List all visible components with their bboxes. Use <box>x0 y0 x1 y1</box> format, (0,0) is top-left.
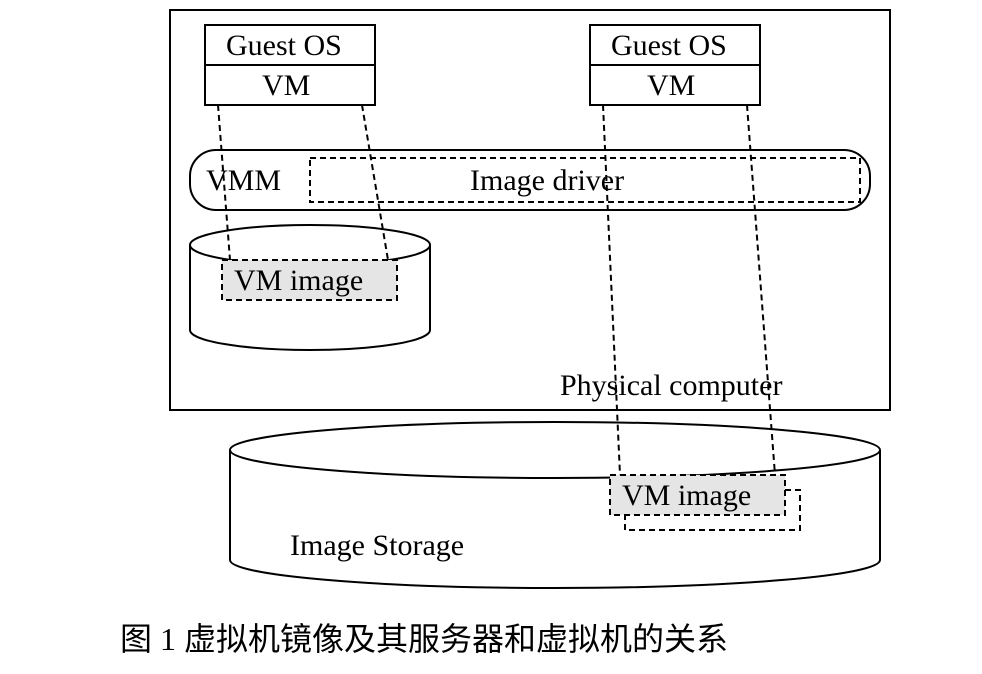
connector-right-a <box>603 105 620 475</box>
storage-vm-image-label: VM image <box>622 479 751 512</box>
local-vm-image-label: VM image <box>234 264 363 297</box>
guest-os-left-label: Guest OS <box>226 29 342 62</box>
figure-caption: 图 1 虚拟机镜像及其服务器和虚拟机的关系 <box>120 621 728 657</box>
physical-computer-label: Physical computer <box>560 369 782 402</box>
vm-right-label: VM <box>647 69 695 102</box>
diagram-svg: Physical computer Guest OS VM Guest OS V… <box>0 0 982 674</box>
image-driver-label: Image driver <box>470 164 624 197</box>
image-storage-label: Image Storage <box>290 529 464 562</box>
connector-right-b <box>747 105 775 475</box>
vm-left-label: VM <box>262 69 310 102</box>
vmm-label: VMM <box>206 164 281 197</box>
connector-left-b <box>362 105 388 260</box>
guest-os-right-label: Guest OS <box>611 29 727 62</box>
